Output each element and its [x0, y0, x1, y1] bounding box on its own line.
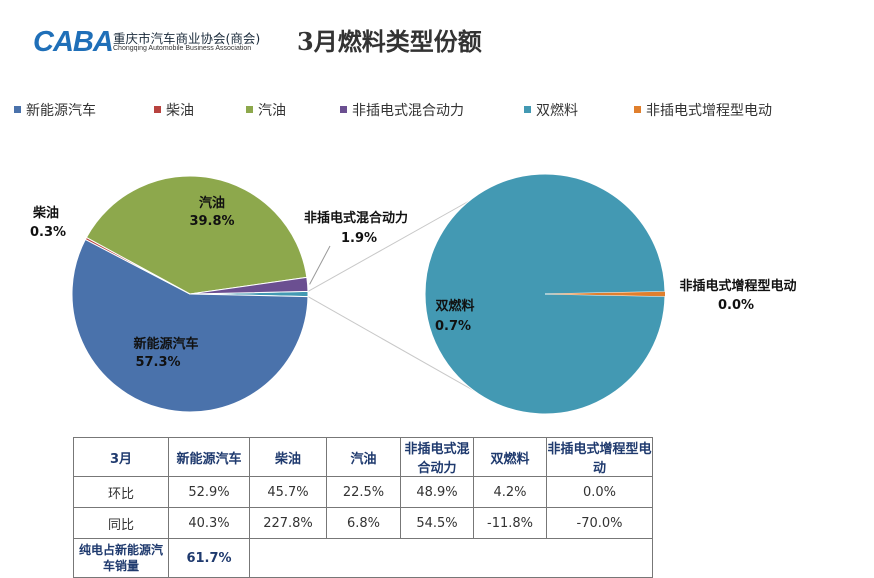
table-header-row: 3月 新能源汽车 柴油 汽油 非插电式混合动力 双燃料 非插电式增程型电动 — [73, 437, 653, 477]
data-label-diesel-name: 柴油 — [32, 205, 59, 221]
legend-item-gasoline: 汽油 — [246, 100, 286, 120]
legend-item-erev: 非插电式增程型电动 — [634, 100, 772, 120]
pie-of-pie-chart: 新能源汽车 57.3% 柴油 0.3% 汽油 39.8% 非插电式混合动力 1.9% 双燃料 0.… — [30, 173, 797, 415]
table-row: 同比 40.3% 227.8% 6.8% 54.5% -11.8% -70.0% — [73, 507, 653, 539]
table-cell: -11.8% — [473, 507, 547, 539]
table-cell: 48.9% — [400, 476, 474, 508]
logo: CABA 重庆市汽车商业协会(商会) Chongqing Automobile … — [33, 22, 273, 62]
logo-mark: CABA — [33, 26, 114, 58]
legend-label-phev: 非插电式混合动力 — [352, 103, 464, 119]
table-header-erev: 非插电式增程型电动 — [546, 437, 653, 477]
pie-slice-gasoline — [85, 175, 308, 295]
table-row: 环比 52.9% 45.7% 22.5% 48.9% 4.2% 0.0% — [73, 476, 653, 508]
table-header-diesel: 柴油 — [249, 437, 327, 477]
legend-item-nev: 新能源汽车 — [14, 100, 96, 120]
table-row-pure-ev: 纯电占新能源汽车销量 61.7% — [73, 538, 653, 578]
table-cell: -70.0% — [546, 507, 653, 539]
table-row-label: 同比 — [73, 507, 169, 539]
table-header-phev: 非插电式混合动力 — [400, 437, 474, 477]
data-label-erev-value: 0.0% — [718, 298, 754, 313]
table-cell: 52.9% — [168, 476, 250, 508]
table-cell: 22.5% — [326, 476, 401, 508]
table-header-dual-fuel: 双燃料 — [473, 437, 547, 477]
legend-swatch-phev — [340, 106, 347, 113]
legend-label-dual-fuel: 双燃料 — [536, 103, 578, 119]
data-label-dual-fuel-value: 0.7% — [435, 319, 471, 334]
legend-swatch-nev — [14, 106, 21, 113]
stats-table: 3月 新能源汽车 柴油 汽油 非插电式混合动力 双燃料 非插电式增程型电动 环比… — [73, 437, 653, 578]
logo-english-name: Chongqing Automobile Business Associatio… — [113, 45, 252, 52]
table-header-month: 3月 — [73, 437, 169, 477]
data-label-erev-name: 非插电式增程型电动 — [679, 278, 796, 294]
logo-chinese-name: 重庆市汽车商业协会(商会) — [113, 31, 261, 46]
table-cell: 227.8% — [249, 507, 327, 539]
connector-line-top — [307, 195, 479, 292]
data-label-gasoline-value: 39.8% — [189, 214, 234, 229]
legend: 新能源汽车 柴油 汽油 非插电式混合动力 双燃料 非插电式增程型电动 — [14, 100, 864, 120]
data-label-phev-name: 非插电式混合动力 — [304, 210, 408, 226]
data-label-nev-name: 新能源汽车 — [133, 336, 198, 352]
table-cell: 4.2% — [473, 476, 547, 508]
table-cell: 54.5% — [400, 507, 474, 539]
legend-item-diesel: 柴油 — [154, 100, 194, 120]
table-cell: 0.0% — [546, 476, 653, 508]
legend-swatch-gasoline — [246, 106, 253, 113]
legend-swatch-dual-fuel — [524, 106, 531, 113]
leader-line-phev — [309, 245, 331, 285]
legend-label-gasoline: 汽油 — [258, 103, 286, 119]
pie-slice-nev — [71, 238, 309, 413]
connector-line-bottom — [307, 296, 479, 394]
data-label-diesel-value: 0.3% — [30, 225, 66, 240]
data-label-gasoline-name: 汽油 — [199, 195, 225, 211]
pure-ev-label: 纯电占新能源汽车销量 — [73, 538, 169, 578]
table-header-nev: 新能源汽车 — [168, 437, 250, 477]
data-label-nev-value: 57.3% — [135, 355, 180, 370]
legend-item-phev: 非插电式混合动力 — [340, 100, 464, 120]
legend-label-diesel: 柴油 — [166, 103, 194, 119]
legend-swatch-erev — [634, 106, 641, 113]
legend-swatch-diesel — [154, 106, 161, 113]
table-cell: 6.8% — [326, 507, 401, 539]
pie-slice-phev — [189, 276, 309, 295]
table-cell: 45.7% — [249, 476, 327, 508]
table-header-gasoline: 汽油 — [326, 437, 401, 477]
secondary-slice-erev — [545, 291, 665, 297]
secondary-slice-dual-fuel — [424, 173, 666, 415]
table-empty-cell — [249, 538, 653, 578]
legend-label-nev: 新能源汽车 — [26, 103, 96, 119]
data-label-dual-fuel-name: 双燃料 — [435, 298, 474, 314]
table-cell: 40.3% — [168, 507, 250, 539]
table-row-label: 环比 — [73, 476, 169, 508]
pure-ev-value: 61.7% — [168, 538, 250, 578]
chart-title: 3月燃料类型份额 — [297, 27, 482, 56]
legend-label-erev: 非插电式增程型电动 — [646, 103, 772, 119]
legend-item-dual-fuel: 双燃料 — [524, 100, 578, 120]
data-label-phev-value: 1.9% — [341, 231, 377, 246]
